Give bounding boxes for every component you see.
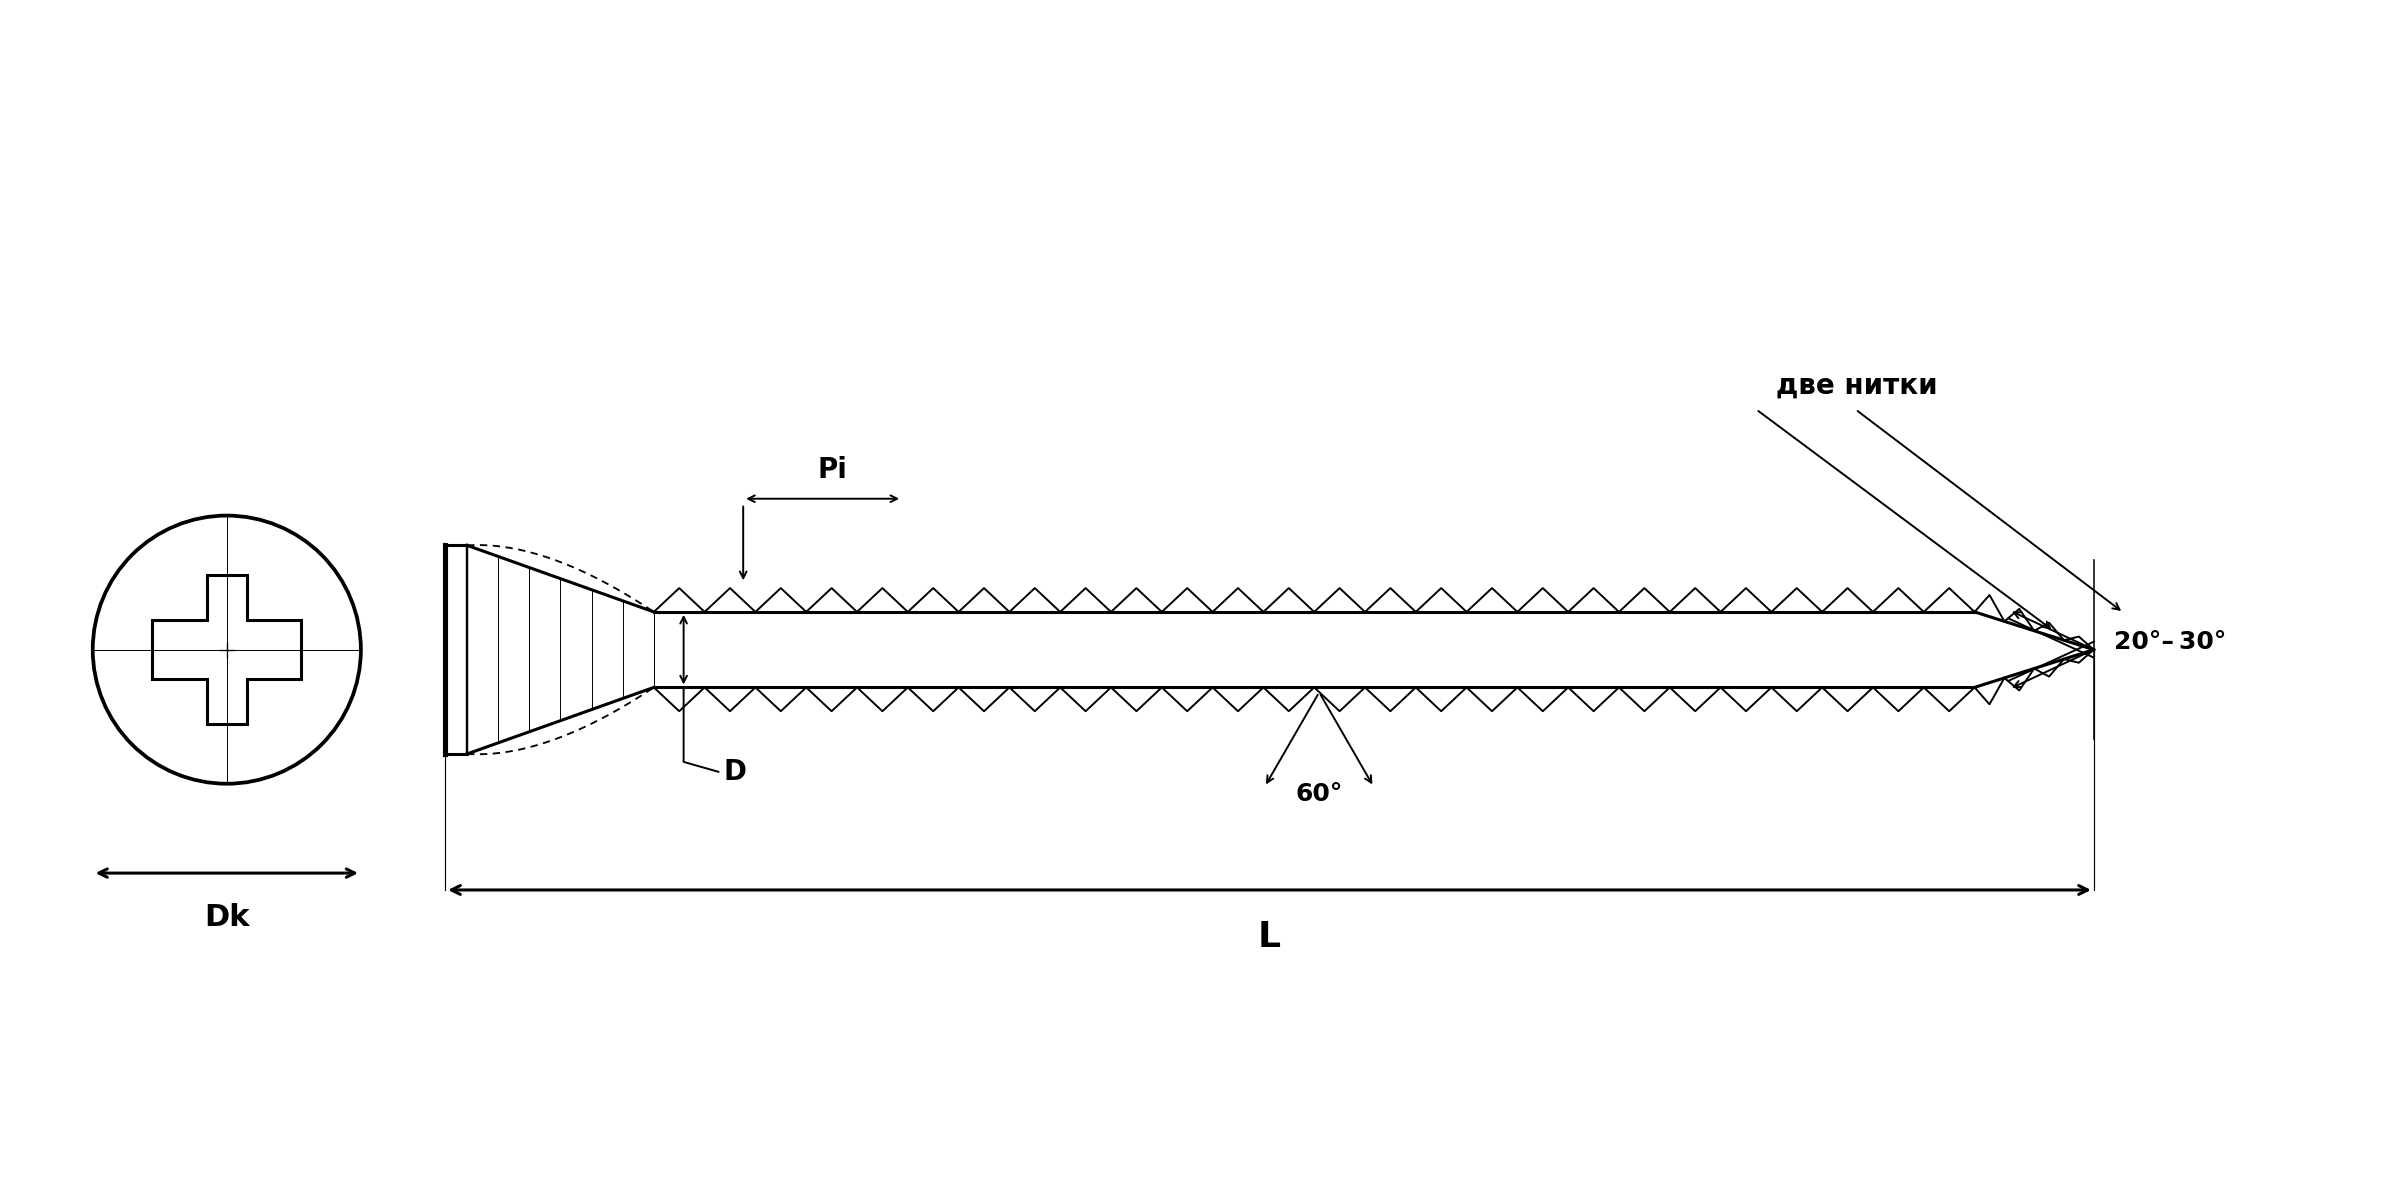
Text: две нитки: две нитки xyxy=(1776,372,1937,400)
Text: D: D xyxy=(722,757,746,786)
Text: 60°: 60° xyxy=(1296,782,1344,806)
Text: Pi: Pi xyxy=(818,456,847,484)
Text: Dk: Dk xyxy=(204,902,250,932)
Text: L: L xyxy=(1258,919,1282,954)
Text: 20°– 30°: 20°– 30° xyxy=(2114,630,2225,654)
